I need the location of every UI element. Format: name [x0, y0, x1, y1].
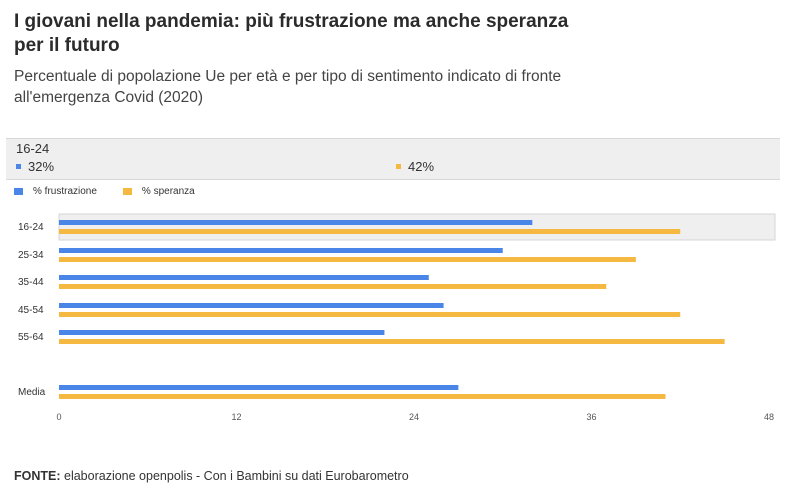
- chart-legend: % frustrazione % speranza: [14, 186, 221, 197]
- tooltip-swatch-speranza: [396, 164, 401, 169]
- category-label: Media: [18, 387, 46, 398]
- bar-frustrazione: [59, 303, 444, 308]
- legend-swatch-speranza: [122, 188, 132, 195]
- category-label: 55-64: [18, 332, 44, 343]
- legend-label-frustrazione: % frustrazione: [33, 186, 97, 197]
- category-label: 25-34: [18, 250, 44, 261]
- x-tick-label: 36: [586, 412, 596, 422]
- bar-speranza: [59, 339, 725, 344]
- bar-speranza: [59, 394, 666, 399]
- tooltip-value-speranza: 42%: [396, 159, 434, 174]
- bar-speranza: [59, 312, 681, 317]
- tooltip-value-speranza-text: 42%: [408, 159, 435, 174]
- bar-frustrazione: [59, 330, 385, 335]
- bar-frustrazione: [59, 220, 533, 225]
- tooltip-value-frustrazione: 32%: [16, 159, 54, 174]
- tooltip-value-frustrazione-text: 32%: [28, 159, 55, 174]
- bar-speranza: [59, 284, 607, 289]
- bar-frustrazione: [59, 248, 503, 253]
- bar-frustrazione: [59, 275, 429, 280]
- highlight-band: [58, 213, 776, 241]
- category-label: 45-54: [18, 305, 44, 316]
- bar-frustrazione: [59, 385, 459, 390]
- hover-tooltip: 16-24 32% 42%: [6, 138, 780, 180]
- source-note: FONTE: elaborazione openpolis - Con i Ba…: [14, 469, 409, 483]
- legend-label-speranza: % speranza: [141, 186, 195, 197]
- x-tick-label: 48: [764, 412, 774, 422]
- x-tick-label: 24: [409, 412, 419, 422]
- tooltip-swatch-frustrazione: [16, 164, 21, 169]
- category-label: 35-44: [18, 277, 44, 288]
- source-text: elaborazione openpolis - Con i Bambini s…: [60, 469, 409, 483]
- category-label: 16-24: [18, 222, 44, 233]
- chart-subtitle: Percentuale di popolazione Ue per età e …: [14, 68, 562, 106]
- x-tick-label: 0: [56, 412, 61, 422]
- source-label: FONTE:: [14, 469, 61, 483]
- chart-title: I giovani nella pandemia: più frustrazio…: [14, 11, 569, 56]
- bar-speranza: [59, 257, 636, 262]
- legend-swatch-frustrazione: [14, 188, 23, 195]
- x-tick-label: 12: [231, 412, 241, 422]
- tooltip-category: 16-24: [16, 141, 50, 156]
- legend-item-frustrazione[interactable]: % frustrazione: [14, 186, 97, 197]
- bar-speranza: [59, 229, 681, 234]
- legend-item-speranza[interactable]: % speranza: [122, 186, 195, 197]
